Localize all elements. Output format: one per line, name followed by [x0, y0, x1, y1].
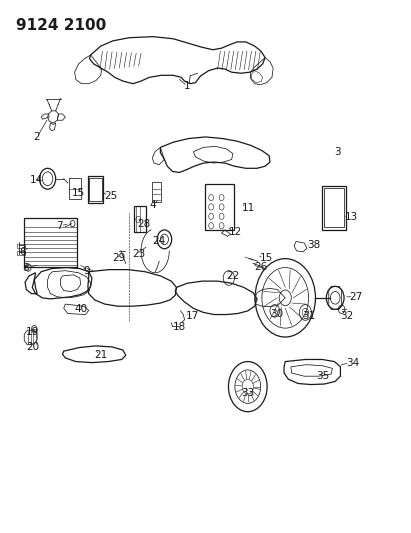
- Text: 33: 33: [241, 388, 254, 398]
- Text: 35: 35: [316, 371, 330, 381]
- Text: 1: 1: [183, 82, 190, 91]
- Bar: [90, 177, 102, 201]
- Text: 8: 8: [22, 263, 29, 272]
- Text: 23: 23: [132, 249, 145, 259]
- Text: 6: 6: [19, 247, 26, 257]
- Text: 31: 31: [302, 311, 315, 321]
- Text: 27: 27: [350, 292, 363, 302]
- Text: 18: 18: [173, 322, 187, 332]
- Text: 28: 28: [137, 219, 150, 229]
- Text: 25: 25: [104, 191, 117, 201]
- Text: 3: 3: [335, 147, 341, 157]
- Text: 14: 14: [30, 175, 44, 185]
- Text: 34: 34: [346, 358, 359, 368]
- Text: 4: 4: [149, 200, 156, 211]
- Bar: [24, 219, 76, 266]
- Text: 38: 38: [307, 239, 320, 249]
- Text: 15: 15: [259, 253, 273, 263]
- Text: 9124 2100: 9124 2100: [16, 19, 106, 34]
- Bar: [324, 188, 344, 228]
- Text: 15: 15: [72, 188, 85, 198]
- Bar: [69, 177, 81, 199]
- Bar: [17, 244, 25, 248]
- Text: 30: 30: [270, 309, 283, 319]
- Text: 19: 19: [26, 327, 39, 337]
- Text: 9: 9: [84, 265, 90, 276]
- Text: 13: 13: [344, 212, 358, 222]
- Bar: [88, 175, 103, 203]
- Text: 20: 20: [26, 343, 39, 352]
- Text: 11: 11: [242, 203, 255, 213]
- Bar: [152, 182, 161, 201]
- Text: 21: 21: [95, 350, 108, 360]
- Text: 22: 22: [226, 271, 240, 281]
- Text: 2: 2: [33, 132, 40, 142]
- Text: 26: 26: [254, 262, 267, 271]
- Text: 24: 24: [152, 237, 166, 246]
- Text: 7: 7: [56, 221, 63, 231]
- Text: 32: 32: [340, 311, 354, 321]
- Text: 17: 17: [186, 311, 199, 321]
- Text: 29: 29: [112, 253, 125, 263]
- Bar: [17, 251, 25, 255]
- Text: 40: 40: [75, 304, 88, 314]
- Bar: [205, 184, 234, 230]
- Text: 12: 12: [229, 227, 242, 237]
- Bar: [134, 206, 146, 232]
- Bar: [322, 185, 346, 230]
